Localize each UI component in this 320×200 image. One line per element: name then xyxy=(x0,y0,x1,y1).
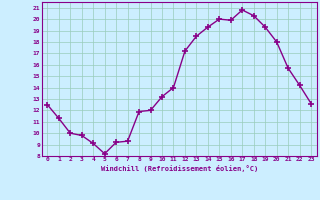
X-axis label: Windchill (Refroidissement éolien,°C): Windchill (Refroidissement éolien,°C) xyxy=(100,165,258,172)
